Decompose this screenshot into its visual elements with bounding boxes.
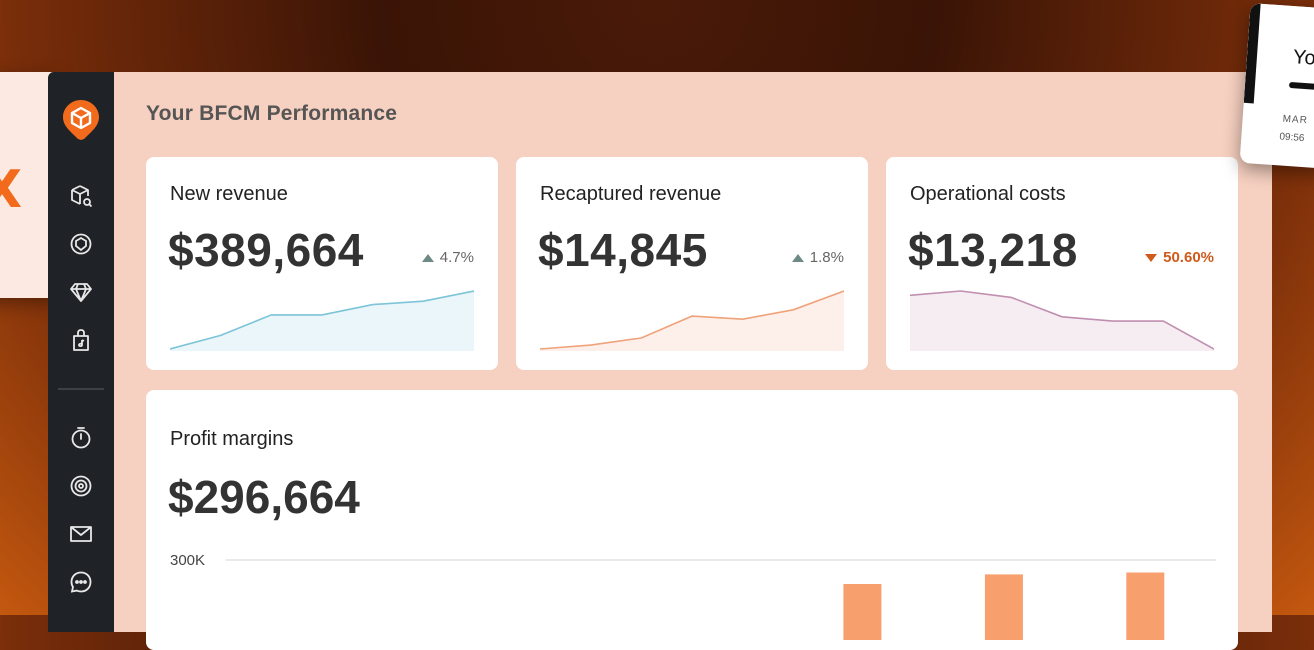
sparkline-line bbox=[540, 290, 844, 350]
kpi-card-recaptured-revenue[interactable]: Recaptured revenue $14,845 1.8% bbox=[516, 157, 868, 370]
kpi-card-operational-costs[interactable]: Operational costs $13,218 50.60% bbox=[886, 157, 1238, 370]
trend-up-icon bbox=[791, 253, 804, 262]
kpi-label: Recaptured revenue bbox=[540, 183, 722, 205]
profit-bar[interactable] bbox=[1126, 572, 1165, 641]
stage: X bbox=[0, 3, 1314, 640]
sparkline-new-revenue bbox=[170, 290, 474, 351]
kpi-delta: 1.8% bbox=[791, 249, 844, 266]
dashboard-window: Your BFCM Performance New revenue $389,6… bbox=[48, 72, 1272, 650]
profit-label: Profit margins bbox=[170, 428, 294, 450]
sparkline-area bbox=[910, 291, 1214, 351]
kpi-delta: 4.7% bbox=[421, 249, 474, 266]
profit-bar[interactable] bbox=[984, 574, 1023, 640]
page-title: Your BFCM Performance bbox=[146, 102, 398, 125]
kpi-value: $13,218 bbox=[908, 224, 1078, 276]
profit-bar[interactable] bbox=[843, 584, 882, 640]
shield-icon[interactable] bbox=[69, 232, 93, 256]
brand-logo-icon[interactable] bbox=[63, 100, 99, 140]
main-content: Your BFCM Performance New revenue $389,6… bbox=[114, 72, 1272, 650]
x-mark-icon: X bbox=[0, 160, 23, 220]
package-search-icon[interactable] bbox=[69, 184, 93, 208]
background-card-right: Yo MAR 09:56 bbox=[1239, 3, 1314, 169]
bag-icon[interactable] bbox=[69, 328, 93, 352]
sparkline-line bbox=[170, 290, 474, 350]
kpi-delta-value: 4.7% bbox=[439, 249, 474, 266]
gem-icon[interactable] bbox=[69, 280, 93, 304]
kpi-delta-value: 1.8% bbox=[809, 249, 844, 266]
kpi-card-new-revenue[interactable]: New revenue $389,664 4.7% bbox=[146, 157, 498, 370]
sparkline-line bbox=[910, 290, 1214, 350]
sparkline-operational-costs bbox=[910, 290, 1214, 351]
sparkline-recaptured-revenue bbox=[540, 290, 844, 351]
timer-icon[interactable] bbox=[69, 426, 93, 450]
notification-time: 09:56 bbox=[1279, 131, 1305, 145]
kpi-label: Operational costs bbox=[910, 183, 1066, 205]
sidebar bbox=[48, 72, 114, 632]
sidebar-divider bbox=[58, 388, 104, 390]
target-icon[interactable] bbox=[69, 474, 93, 498]
profit-bar-chart: 300K bbox=[170, 552, 1216, 641]
notification-date: MAR bbox=[1282, 113, 1309, 127]
kpi-value: $389,664 bbox=[168, 224, 364, 276]
kpi-delta-value: 50.60% bbox=[1163, 249, 1214, 266]
trend-down-icon bbox=[1145, 253, 1158, 262]
kpi-label: New revenue bbox=[170, 183, 288, 205]
kpi-delta: 50.60% bbox=[1145, 249, 1214, 266]
profit-value: $296,664 bbox=[168, 471, 360, 523]
y-tick-label: 300K bbox=[170, 552, 205, 569]
trend-up-icon bbox=[421, 253, 434, 262]
sparkline-area bbox=[540, 291, 844, 351]
sparkline-area bbox=[170, 291, 474, 351]
notification-title: Yo bbox=[1292, 46, 1314, 70]
chat-icon[interactable] bbox=[69, 570, 93, 594]
kpi-value: $14,845 bbox=[538, 224, 708, 276]
mail-icon[interactable] bbox=[69, 522, 93, 546]
profit-margins-card[interactable]: Profit margins $296,664 300K bbox=[146, 390, 1238, 650]
